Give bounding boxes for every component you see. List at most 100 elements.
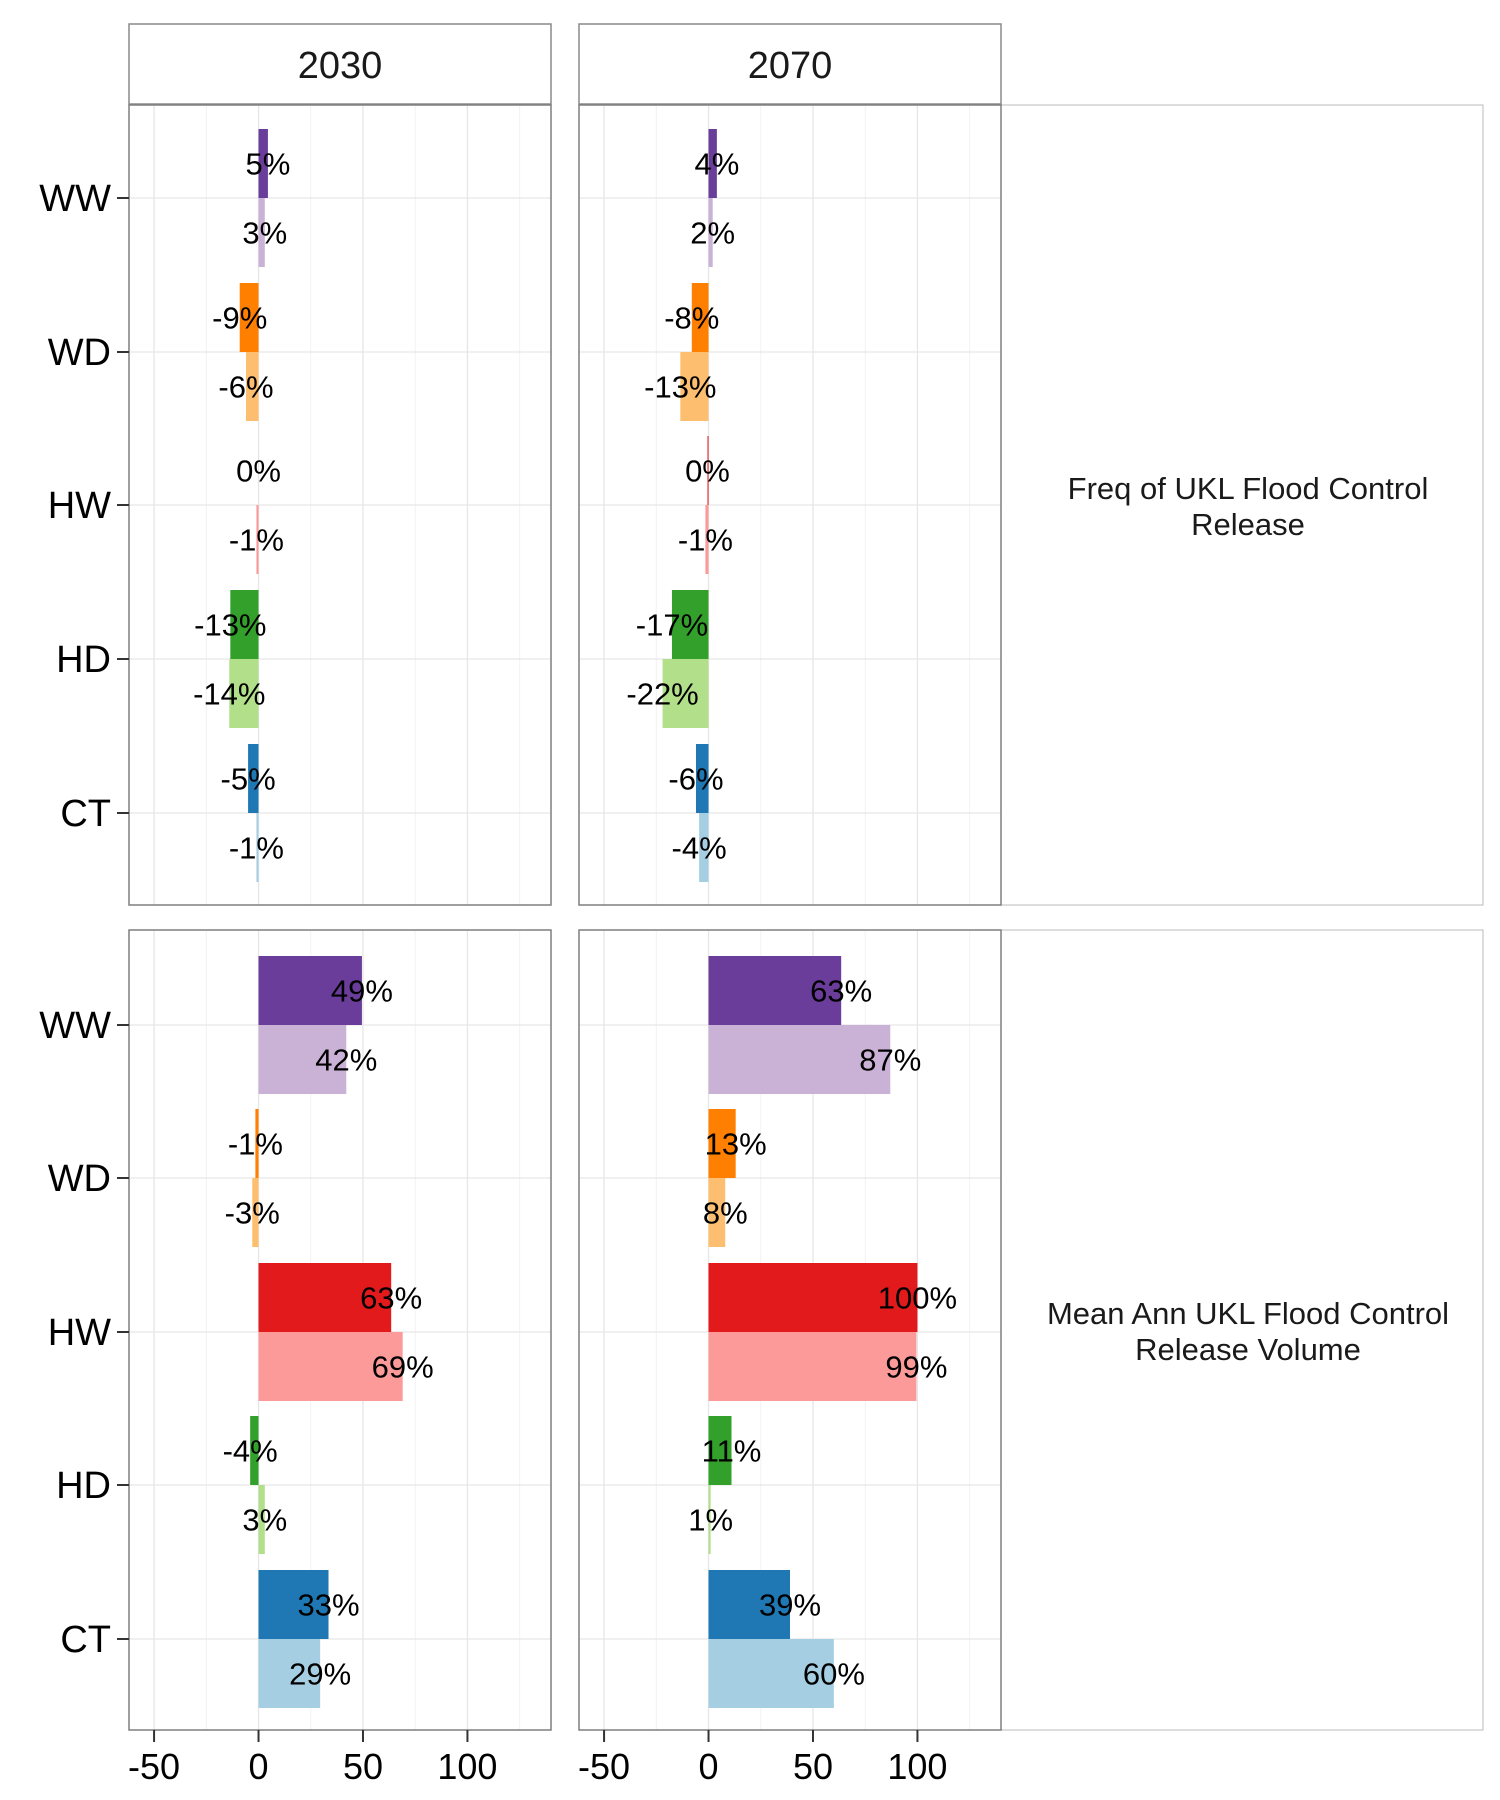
- category-label-ct: CT: [60, 1619, 111, 1661]
- bar-wd-b: [245, 352, 259, 421]
- bar-label-wd-b: -13%: [644, 370, 716, 405]
- bar-label-wd-a: 13%: [705, 1127, 767, 1162]
- bar-label-hd-b: 1%: [688, 1503, 733, 1538]
- bar-wd-b: [708, 1178, 726, 1247]
- bar-hd-a: [230, 590, 259, 659]
- category-label-wd: WD: [48, 1158, 111, 1200]
- panel-2030-row2-border: [128, 929, 552, 1731]
- bar-label-ww-b: 42%: [315, 1043, 377, 1078]
- bar-hw-a: [707, 436, 709, 505]
- bar-label-hw-b: -1%: [678, 523, 733, 558]
- column-strip-2030: [128, 23, 552, 105]
- bar-label-ww-a: 49%: [331, 974, 393, 1009]
- bar-label-ww-b: 2%: [690, 216, 735, 251]
- bar-ct-b: [258, 1639, 321, 1708]
- bar-label-hw-b: 69%: [372, 1350, 434, 1385]
- bar-wd-b: [252, 1178, 259, 1247]
- bar-wd-a: [255, 1109, 259, 1178]
- category-label-hd: HD: [56, 639, 111, 681]
- bar-label-hd-a: -13%: [194, 608, 266, 643]
- bar-label-ct-a: -5%: [221, 762, 276, 797]
- bar-ww-a: [258, 956, 362, 1025]
- bar-label-hd-b: -14%: [193, 677, 265, 712]
- bar-label-ct-a: 39%: [759, 1588, 821, 1623]
- bar-label-wd-a: -9%: [212, 301, 267, 336]
- bar-label-ww-a: 5%: [246, 147, 291, 182]
- row-strip-label-2: Mean Ann UKL Flood Control Release Volume: [1047, 1296, 1449, 1367]
- bar-ww-a: [708, 956, 842, 1025]
- bar-wd-a: [239, 283, 259, 352]
- bar-label-ct-b: -4%: [672, 831, 727, 866]
- bar-ww-a: [258, 129, 268, 198]
- bar-wd-a: [708, 1109, 736, 1178]
- bar-label-wd-b: 8%: [703, 1196, 748, 1231]
- bar-hd-a: [708, 1416, 732, 1485]
- bar-ct-a: [248, 744, 259, 813]
- panel-2070-row1-border: [578, 104, 1002, 906]
- x-tick-label-50: 50: [343, 1746, 383, 1787]
- bar-hw-a: [258, 1263, 392, 1332]
- x-tick-label-50: 50: [793, 1746, 833, 1787]
- x-tick-label-0: 0: [249, 1746, 269, 1787]
- column-strip-label-2030: 2030: [298, 45, 383, 87]
- bar-label-hw-a: 63%: [360, 1281, 422, 1316]
- x-tick-label-100: 100: [887, 1746, 947, 1787]
- bar-label-ww-a: 63%: [810, 974, 872, 1009]
- bar-hw-b: [705, 505, 709, 574]
- bar-label-wd-b: -3%: [225, 1196, 280, 1231]
- category-label-ww: WW: [39, 1005, 111, 1047]
- bar-ww-a: [708, 129, 717, 198]
- bar-ct-b: [256, 813, 259, 882]
- category-label-wd: WD: [48, 332, 111, 374]
- bar-hd-b: [708, 1485, 711, 1554]
- row-strip-1: [1000, 104, 1484, 906]
- bar-label-ct-b: 29%: [289, 1657, 351, 1692]
- bar-hd-a: [671, 590, 709, 659]
- bar-ct-a: [695, 744, 709, 813]
- bar-label-hd-a: -17%: [636, 608, 708, 643]
- bar-label-hd-b: 3%: [242, 1503, 287, 1538]
- bar-wd-a: [691, 283, 709, 352]
- bar-label-hw-a: 100%: [878, 1281, 957, 1316]
- category-label-hw: HW: [48, 1312, 111, 1354]
- bar-label-ct-a: -6%: [668, 762, 723, 797]
- bar-hw-b: [258, 1332, 403, 1401]
- bar-hd-a: [250, 1416, 259, 1485]
- row-strip-label-1: Freq of UKL Flood Control Release: [1068, 471, 1429, 542]
- bar-ww-b: [708, 198, 713, 267]
- bar-label-ct-b: 60%: [803, 1657, 865, 1692]
- bar-label-hw-b: -1%: [229, 523, 284, 558]
- category-label-ww: WW: [39, 178, 111, 220]
- bar-ww-b: [258, 1025, 347, 1094]
- x-tick-label-0: 0: [699, 1746, 719, 1787]
- bar-hw-a: [708, 1263, 918, 1332]
- category-label-hd: HD: [56, 1465, 111, 1507]
- bar-hw-b: [256, 505, 259, 574]
- x-tick-label-50: -50: [128, 1746, 180, 1787]
- row-strip-2: [1000, 929, 1484, 1731]
- bar-label-hw-a: 0%: [685, 454, 730, 489]
- bar-label-wd-a: -8%: [664, 301, 719, 336]
- bar-hd-b: [229, 659, 259, 728]
- bar-hd-b: [258, 1485, 265, 1554]
- x-tick-label-50: -50: [578, 1746, 630, 1787]
- bar-label-ww-a: 4%: [694, 147, 739, 182]
- bar-label-ww-b: 87%: [859, 1043, 921, 1078]
- bar-label-ct-a: 33%: [297, 1588, 359, 1623]
- bar-hw-b: [708, 1332, 917, 1401]
- bar-label-wd-b: -6%: [218, 370, 273, 405]
- panel-2070-row2-border: [578, 929, 1002, 1731]
- bar-label-ct-b: -1%: [229, 831, 284, 866]
- category-label-ct: CT: [60, 793, 111, 835]
- bar-label-hw-a: 0%: [236, 454, 281, 489]
- bar-ct-b: [708, 1639, 834, 1708]
- bar-ct-b: [699, 813, 709, 882]
- bar-ct-a: [708, 1570, 790, 1639]
- bar-label-hd-a: -4%: [223, 1434, 278, 1469]
- bar-ct-a: [258, 1570, 329, 1639]
- category-label-hw: HW: [48, 485, 111, 527]
- x-tick-label-100: 100: [437, 1746, 497, 1787]
- bar-ww-b: [258, 198, 265, 267]
- bar-label-hd-a: 11%: [702, 1434, 762, 1469]
